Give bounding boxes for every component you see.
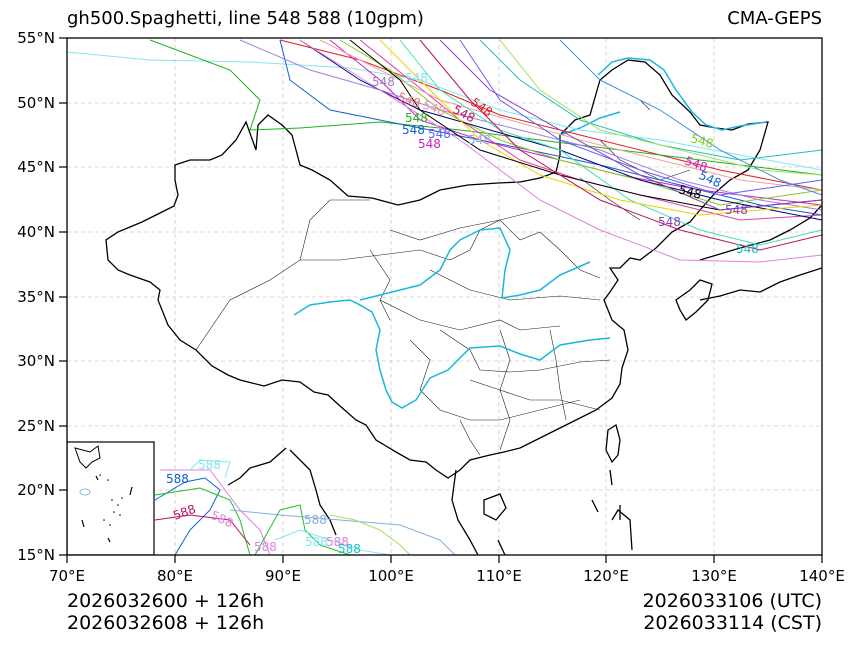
svg-text:25°N: 25°N bbox=[17, 417, 55, 435]
contour-548-labels: 548 548 548 548 548 548 548 548 548 548 … bbox=[372, 71, 759, 256]
province-borders bbox=[195, 79, 691, 456]
svg-text:588: 588 bbox=[198, 458, 221, 472]
svg-text:50°N: 50°N bbox=[17, 94, 55, 112]
contour-548-lines bbox=[67, 39, 822, 263]
svg-text:140°E: 140°E bbox=[799, 567, 845, 585]
svg-text:90°E: 90°E bbox=[265, 567, 301, 585]
init-time-block: 2026032600 + 126h 2026032608 + 126h bbox=[67, 590, 264, 634]
svg-text:588: 588 bbox=[338, 542, 361, 556]
valid-time-block: 2026033106 (UTC) 2026033114 (CST) bbox=[643, 590, 822, 634]
rivers bbox=[293, 57, 767, 409]
svg-text:35°N: 35°N bbox=[17, 288, 55, 306]
svg-text:70°E: 70°E bbox=[49, 567, 85, 585]
svg-text:100°E: 100°E bbox=[368, 567, 414, 585]
svg-text:55°N: 55°N bbox=[17, 29, 55, 47]
svg-text:548: 548 bbox=[658, 215, 681, 229]
svg-text:110°E: 110°E bbox=[476, 567, 522, 585]
svg-text:80°E: 80°E bbox=[157, 567, 193, 585]
svg-text:588: 588 bbox=[254, 540, 277, 554]
svg-text:548: 548 bbox=[402, 123, 425, 137]
model-name: CMA-GEPS bbox=[727, 8, 822, 29]
init-time-utc: 2026032600 + 126h bbox=[67, 590, 265, 612]
svg-text:20°N: 20°N bbox=[17, 481, 55, 499]
svg-text:588: 588 bbox=[326, 535, 349, 549]
svg-text:588: 588 bbox=[171, 502, 197, 523]
svg-text:548: 548 bbox=[725, 203, 748, 217]
lat-axis-labels: 55°N 50°N 45°N 40°N 35°N 30°N 25°N 20°N … bbox=[17, 29, 55, 564]
gridlines bbox=[67, 38, 822, 555]
svg-text:588: 588 bbox=[209, 508, 236, 530]
svg-text:45°N: 45°N bbox=[17, 158, 55, 176]
svg-text:548: 548 bbox=[418, 137, 441, 151]
svg-text:588: 588 bbox=[305, 535, 328, 549]
svg-text:40°N: 40°N bbox=[17, 223, 55, 241]
svg-text:548: 548 bbox=[405, 111, 428, 125]
svg-text:548: 548 bbox=[677, 182, 703, 201]
contour-588-lines bbox=[154, 459, 456, 555]
svg-text:548: 548 bbox=[468, 133, 491, 147]
svg-text:548: 548 bbox=[736, 242, 759, 256]
contour-588-labels: 588 588 588 588 588 588 588 588 588 bbox=[166, 458, 361, 556]
lon-axis-labels: 70°E 80°E 90°E 100°E 110°E 120°E 130°E 1… bbox=[49, 567, 845, 585]
valid-time-cst: 2026033114 (CST) bbox=[643, 612, 822, 634]
svg-text:548: 548 bbox=[428, 127, 451, 141]
svg-text:15°N: 15°N bbox=[17, 546, 55, 564]
svg-text:548: 548 bbox=[689, 131, 715, 150]
svg-text:588: 588 bbox=[166, 472, 189, 486]
valid-time-utc: 2026033106 (UTC) bbox=[642, 590, 822, 612]
svg-text:130°E: 130°E bbox=[691, 567, 737, 585]
south-china-sea-inset bbox=[67, 441, 155, 555]
svg-text:548: 548 bbox=[405, 71, 428, 85]
svg-text:30°N: 30°N bbox=[17, 352, 55, 370]
svg-text:588: 588 bbox=[304, 513, 327, 527]
svg-text:548: 548 bbox=[372, 75, 395, 89]
chart-title: gh500.Spaghetti, line 548 588 (10gpm) bbox=[67, 8, 424, 29]
svg-text:120°E: 120°E bbox=[583, 567, 629, 585]
init-time-cst: 2026032608 + 126h bbox=[67, 612, 265, 634]
